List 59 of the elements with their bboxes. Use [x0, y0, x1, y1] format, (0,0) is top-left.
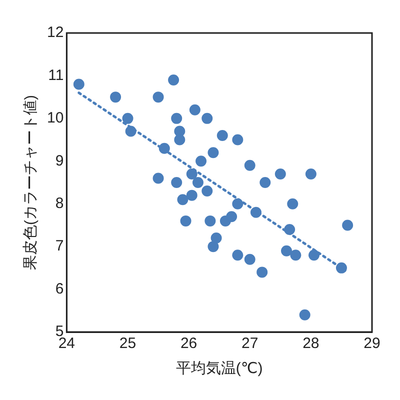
point: [171, 112, 182, 124]
point: [308, 250, 320, 261]
point: [168, 74, 180, 86]
y-tick-label: 12: [46, 24, 64, 42]
point: [202, 112, 213, 124]
point: [125, 126, 136, 137]
point: [174, 134, 186, 146]
y-tick-label: 10: [46, 110, 64, 127]
y-tick-label: 6: [55, 280, 64, 298]
point: [287, 198, 298, 210]
y-axis-title: 果皮色(カラーチャート値): [22, 95, 40, 270]
point: [260, 177, 271, 188]
x-tick-label: 24: [58, 335, 76, 352]
point: [336, 262, 347, 274]
y-tick-label: 8: [55, 195, 64, 212]
point: [73, 78, 84, 90]
y-tick-label: 9: [55, 152, 64, 170]
x-axis-title: 平均気温(℃): [176, 360, 263, 378]
point: [186, 168, 198, 180]
point: [158, 142, 170, 154]
x-tick-label: 29: [364, 335, 380, 352]
point: [186, 190, 198, 201]
point: [342, 220, 354, 231]
point: [244, 254, 256, 265]
point: [192, 177, 204, 188]
point: [208, 147, 219, 158]
point: [290, 250, 302, 261]
point: [216, 130, 228, 142]
point: [189, 104, 200, 116]
x-tick-label: 28: [302, 335, 320, 352]
x-tick-label: 25: [119, 335, 136, 352]
point: [208, 241, 219, 252]
point: [250, 206, 262, 218]
x-tick-label: 27: [242, 335, 258, 352]
point: [299, 309, 310, 320]
point: [274, 168, 286, 180]
point: [305, 168, 316, 180]
point: [171, 177, 182, 188]
point: [232, 198, 244, 210]
y-tick-label: 7: [55, 238, 64, 255]
point: [284, 224, 296, 235]
point: [204, 215, 216, 226]
point: [256, 266, 268, 278]
point: [232, 134, 244, 146]
point: [122, 112, 134, 124]
point: [232, 250, 244, 261]
point: [244, 160, 256, 171]
point: [177, 194, 188, 206]
point: [202, 186, 213, 197]
point: [210, 232, 222, 244]
point: [152, 172, 164, 184]
point: [281, 245, 292, 256]
y-tick-label: 11: [48, 66, 64, 84]
point: [196, 156, 207, 167]
point: [226, 211, 238, 222]
point: [152, 92, 164, 103]
x-tick-label: 26: [180, 335, 198, 352]
point: [110, 92, 122, 103]
point: [180, 215, 192, 226]
